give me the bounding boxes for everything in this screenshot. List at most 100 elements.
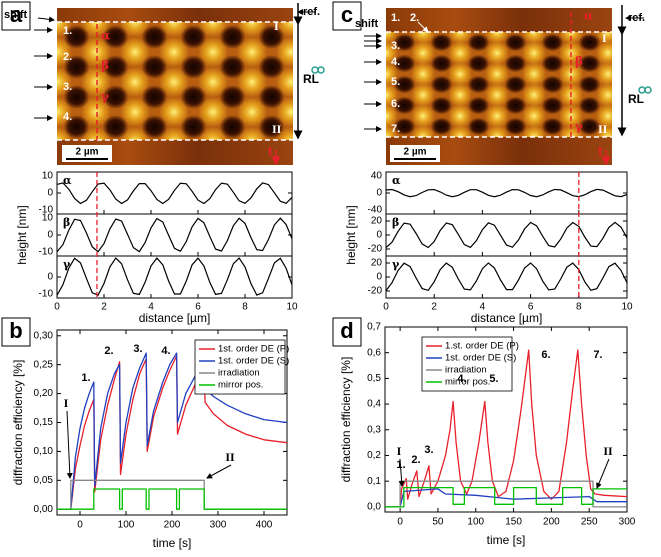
y-tick-label: 0 [376, 272, 382, 283]
y-tick-label: 10 [42, 213, 54, 224]
y-tick-label: 0,20 [34, 388, 54, 399]
circular-pol-icon [317, 66, 325, 74]
series-line [385, 486, 627, 508]
x-tick-label: 8 [242, 302, 248, 313]
time-label: t [598, 143, 603, 158]
legend-label: mirror pos. [445, 377, 490, 388]
y-tick-label: 0,10 [34, 446, 54, 457]
profile-label: α [584, 9, 593, 23]
legend-label: irradiation [218, 368, 260, 379]
annotation: 3. [133, 343, 142, 355]
annotation: 2. [104, 345, 113, 357]
series-line [57, 488, 287, 510]
subplot-name: γ [63, 258, 71, 271]
y-tick-label: 0,6 [367, 347, 381, 358]
annotation: 1. [81, 372, 90, 384]
x-tick-label: 250 [581, 517, 598, 528]
profile-line [385, 221, 628, 249]
annotation: 4. [457, 373, 466, 385]
series-line [57, 479, 287, 510]
subplot-name: β [63, 216, 70, 229]
y-tick-label: 0,3 [367, 424, 381, 435]
x-tick-label: 200 [164, 520, 181, 531]
annotation-arrow [206, 464, 232, 479]
circular-pol-icon [644, 86, 652, 94]
mark-label: II [598, 122, 608, 136]
annotation: 7. [593, 349, 602, 361]
afm-image-a: shift ref. 1. 2. 3. 4. α β γ I II RL 2 µ… [4, 3, 325, 166]
profile-line [56, 257, 293, 296]
mark-label: I [602, 31, 607, 45]
row-label: 2. [63, 51, 72, 63]
y-axis-label: diffraction efficiency [%] [11, 360, 25, 486]
arrow [37, 16, 55, 23]
annotation: 1. [396, 459, 405, 471]
profile-label: α [101, 29, 110, 43]
legend-label: 1st. order DE (S) [218, 356, 289, 367]
y-axis-label: height [nm] [15, 205, 29, 264]
y-tick-label: 20 [371, 216, 383, 227]
y-tick-label: 40 [371, 171, 383, 182]
annotation-arrow [66, 410, 73, 479]
x-tick-label: 2 [431, 302, 437, 313]
subplot-name: β [392, 216, 399, 229]
y-tick-label: 20 [371, 258, 383, 269]
row-label: 4. [391, 56, 400, 68]
series-line [385, 488, 627, 508]
x-tick-label: 0 [54, 302, 60, 313]
annotation: I [64, 396, 69, 410]
legend-label: irradiation [445, 365, 487, 376]
panel-label: a [10, 2, 23, 27]
row-label: 3. [63, 81, 72, 93]
legend-label: 1st. order DE (S) [445, 353, 516, 364]
y-tick-label: 0,15 [34, 417, 54, 428]
y-tick-label: 0 [47, 188, 53, 199]
legend-label: 1.st. order DE (P) [445, 341, 519, 352]
ref-label: ref. [628, 12, 645, 24]
row-label: 7. [391, 123, 400, 135]
series-line [385, 349, 628, 508]
x-axis-label: time [s] [153, 536, 192, 550]
x-tick-label: 200 [543, 517, 560, 528]
annotation: I [397, 444, 402, 458]
annotation: 6. [541, 349, 550, 361]
ref-label: ref. [303, 6, 320, 18]
x-tick-label: 0 [383, 302, 389, 313]
label-box [1, 317, 31, 347]
x-tick-label: 8 [576, 302, 582, 313]
x-tick-label: 10 [621, 302, 633, 313]
y-tick-label: 0 [376, 230, 382, 241]
x-tick-label: 150 [505, 517, 522, 528]
series-line [57, 355, 288, 510]
label-box [1, 1, 31, 31]
x-tick-label: 2 [101, 302, 107, 313]
x-tick-label: 400 [256, 520, 273, 531]
row-label: 6. [391, 98, 400, 110]
mark-label: I [274, 19, 279, 33]
rl-label: RL [628, 92, 644, 106]
panel-labels: a b c d [1, 1, 362, 347]
y-tick-label: 0,05 [34, 475, 54, 486]
annotation: II [603, 444, 613, 458]
row-label: 2. [410, 12, 419, 24]
legend-label: 1st. order DE (P) [218, 344, 289, 355]
y-tick-label: 0,2 [367, 450, 381, 461]
rl-label: RL [303, 72, 319, 86]
y-tick-label: 0,1 [367, 476, 381, 487]
plot-frame [384, 326, 628, 513]
y-tick-label: 0,7 [367, 322, 381, 333]
label-box [332, 317, 362, 347]
profile-line [56, 182, 293, 205]
x-tick-label: 100 [467, 517, 484, 528]
subplot-name: α [63, 174, 72, 187]
y-axis-label: diffraction efficiency [%] [339, 357, 353, 483]
y-tick-label: 0,4 [367, 399, 381, 410]
scale-box [390, 145, 440, 162]
y-tick-label: -40 [368, 205, 383, 216]
arrow [417, 21, 429, 33]
y-tick-label: 0 [47, 272, 53, 283]
panel-label: c [341, 2, 353, 27]
profile-line [56, 217, 293, 253]
legend-label: mirror pos. [218, 380, 263, 391]
